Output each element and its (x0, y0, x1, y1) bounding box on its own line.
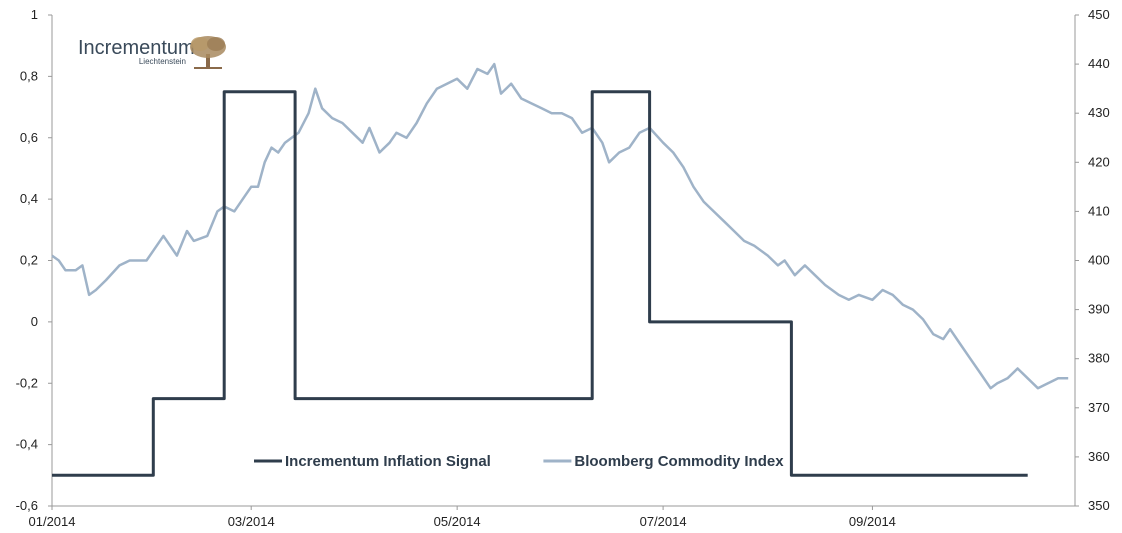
legend-label: Bloomberg Commodity Index (574, 453, 784, 470)
x-tick-label: 05/2014 (434, 514, 481, 529)
left-tick-label: -0,4 (16, 437, 38, 452)
left-tick-label: 0,4 (20, 191, 38, 206)
logo-name: Incrementum (78, 37, 195, 59)
right-tick-label: 440 (1088, 56, 1110, 71)
left-tick-label: 0,6 (20, 130, 38, 145)
legend-label: Incrementum Inflation Signal (285, 453, 491, 470)
right-tick-label: 370 (1088, 400, 1110, 415)
left-tick-label: -0,6 (16, 498, 38, 513)
left-tick-label: 0,2 (20, 253, 38, 268)
left-tick-label: 0,8 (20, 68, 38, 83)
left-tick-label: 0 (31, 314, 38, 329)
x-tick-label: 03/2014 (228, 514, 275, 529)
x-tick-label: 07/2014 (640, 514, 687, 529)
x-axis-ticks: 01/2014 03/2014 05/2014 07/2014 09/2014 (29, 506, 896, 529)
right-tick-label: 430 (1088, 105, 1110, 120)
left-tick-label: 1 (31, 7, 38, 22)
left-tick-label: -0,2 (16, 375, 38, 390)
series-line-bloomberg-commodity-index (51, 62, 1069, 390)
right-tick-label: 380 (1088, 351, 1110, 366)
legend: Incrementum Inflation Signal Bloomberg Co… (254, 453, 784, 470)
tree-icon (190, 36, 226, 69)
right-tick-label: 360 (1088, 449, 1110, 464)
series-layer (51, 62, 1069, 477)
left-axis-ticks: 1 0,8 0,6 0,4 0,2 0 -0,2 -0,4 -0,6 (16, 7, 52, 513)
right-tick-label: 450 (1088, 7, 1110, 22)
right-tick-label: 410 (1088, 203, 1110, 218)
right-axis-ticks: 450 440 430 420 410 400 390 380 370 360 350 (1075, 7, 1110, 513)
right-tick-label: 350 (1088, 498, 1110, 513)
right-tick-label: 400 (1088, 253, 1110, 268)
logo-subtitle: Liechtenstein (139, 57, 186, 66)
logo: Incrementum Liechtenstein (78, 36, 226, 69)
series-line-incrementum-inflation-signal (52, 90, 1028, 477)
right-tick-label: 420 (1088, 154, 1110, 169)
right-tick-label: 390 (1088, 302, 1110, 317)
x-tick-label: 01/2014 (29, 514, 76, 529)
x-tick-label: 09/2014 (849, 514, 896, 529)
